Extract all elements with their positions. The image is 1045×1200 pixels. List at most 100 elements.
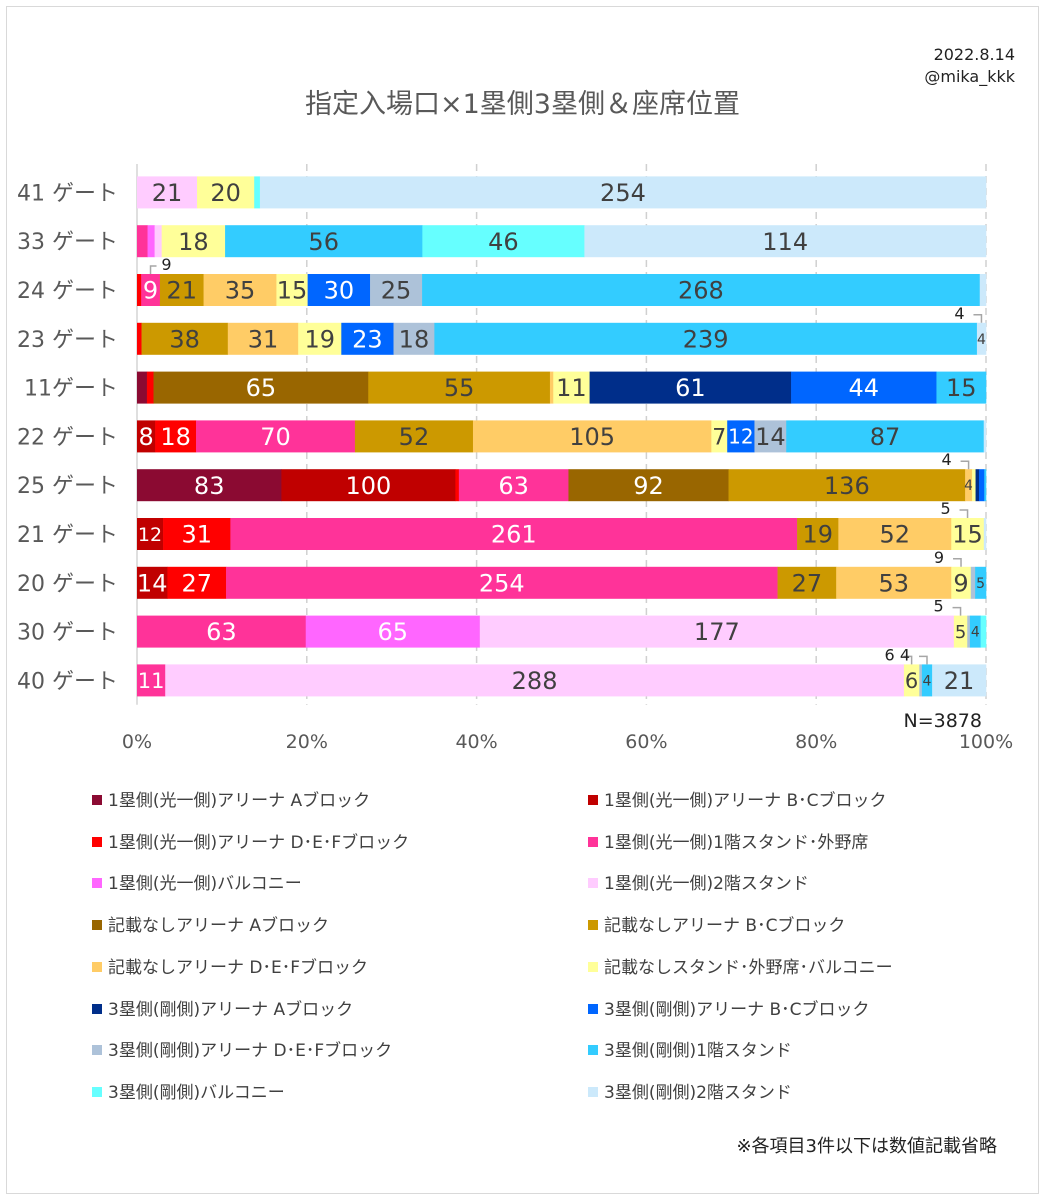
data-label: 4 xyxy=(977,332,986,348)
data-label: 38 xyxy=(169,325,200,353)
bar-segment xyxy=(979,469,985,502)
category-label: 20 ゲート xyxy=(17,572,118,597)
legend-label: 3塁側(剛側)アリーナ Aブロック xyxy=(108,999,354,1020)
data-label: 12 xyxy=(138,524,162,546)
legend-label: 1塁側(光一側)バルコニー xyxy=(108,874,302,895)
bar-segment xyxy=(953,615,968,648)
date-stamp: 2022.8.14 @mika_kkk xyxy=(924,44,1015,88)
data-label: 7 xyxy=(712,425,726,450)
callout-leader xyxy=(960,460,970,470)
category-label: 11ゲート xyxy=(24,377,118,402)
bar-segment xyxy=(230,518,798,550)
callout-label: 5 xyxy=(940,499,950,518)
callout-label: 5 xyxy=(933,597,943,616)
bar-segment xyxy=(354,420,474,453)
data-label: 63 xyxy=(498,472,529,500)
data-label: 100 xyxy=(345,472,391,500)
footnote: ※各項目3件以下は数値記載省略 xyxy=(736,1136,997,1157)
bar-segment xyxy=(137,176,198,209)
bar-segment xyxy=(838,518,952,550)
data-label: 65 xyxy=(246,374,277,402)
legend-label: 3塁側(剛側)2階スタンド xyxy=(604,1082,792,1103)
data-label: 254 xyxy=(479,569,525,597)
legend-swatch xyxy=(588,795,598,805)
bar-segment xyxy=(919,664,923,697)
bar-segment xyxy=(137,664,166,697)
legend-label: 3塁側(剛側)アリーナ D･E･Fブロック xyxy=(108,1041,393,1062)
bar-segment xyxy=(281,469,456,502)
data-label: 18 xyxy=(399,325,430,353)
data-label: 61 xyxy=(675,374,706,402)
bar-segment xyxy=(791,371,937,404)
bar-segment xyxy=(568,469,729,502)
bar-segment xyxy=(146,371,154,404)
callout-label: 6 xyxy=(885,645,895,664)
bar-segment xyxy=(141,322,229,355)
legend-label: 1塁側(光一側)2階スタンド xyxy=(604,874,809,895)
x-tick-label: 40% xyxy=(455,731,497,753)
bar-segment xyxy=(422,274,981,306)
data-label: 11 xyxy=(556,374,587,402)
bar-segment xyxy=(553,371,590,404)
legend-label: 1塁側(光一側)アリーナ Aブロック xyxy=(108,791,371,811)
data-label: 4 xyxy=(964,478,973,494)
data-label: 20 xyxy=(210,179,241,207)
bar-segment xyxy=(203,274,277,306)
legend-item: 3塁側(剛側)2階スタンド xyxy=(588,1078,792,1103)
bar-segment xyxy=(434,322,978,355)
data-label: 23 xyxy=(352,325,383,353)
bar-segment xyxy=(422,225,585,258)
data-label: 8 xyxy=(138,423,153,451)
data-label: 31 xyxy=(248,325,279,353)
data-label: 15 xyxy=(952,521,983,549)
data-label: 30 xyxy=(324,277,355,305)
bar-segment xyxy=(549,371,554,404)
callout-leader xyxy=(953,558,962,567)
bar-segment xyxy=(137,371,148,404)
data-label: 52 xyxy=(399,423,430,451)
data-label: 25 xyxy=(381,277,412,305)
bar-segment xyxy=(584,225,987,258)
data-label: 15 xyxy=(277,277,308,305)
bar-segment xyxy=(967,615,971,648)
category-label: 33 ゲート xyxy=(17,230,118,255)
legend-item: 1塁側(光一側)2階スタンド xyxy=(588,869,809,894)
bar-segment xyxy=(137,322,142,355)
legend-label: 記載なしスタンド･外野席･バルコニー xyxy=(604,957,893,978)
data-label: 261 xyxy=(491,521,537,549)
author-handle: @mika_kkk xyxy=(924,67,1015,86)
bar-segment xyxy=(341,322,394,355)
data-label: 83 xyxy=(194,472,225,500)
callout-label: 9 xyxy=(161,255,171,274)
x-tick-label: 0% xyxy=(122,731,152,753)
bar-segment xyxy=(298,322,342,355)
legend-item: 記載なしスタンド･外野席･バルコニー xyxy=(588,953,893,978)
legend-swatch xyxy=(92,1003,102,1014)
bar-segment xyxy=(368,371,551,404)
bar-segment xyxy=(165,664,905,697)
legend-item: 3塁側(剛側)アリーナ Aブロック xyxy=(92,995,353,1020)
bar-segment xyxy=(305,615,481,648)
bar-segment xyxy=(903,664,920,697)
data-label: 53 xyxy=(878,569,909,597)
data-label: 27 xyxy=(181,569,212,597)
category-label: 22 ゲート xyxy=(17,425,118,450)
data-label: 55 xyxy=(444,374,475,402)
bar-segment xyxy=(797,518,839,550)
data-label: 52 xyxy=(880,521,911,549)
callout-label: 4 xyxy=(942,450,952,469)
x-tick-label: 100% xyxy=(959,731,1013,753)
data-label: 46 xyxy=(488,228,519,256)
bar-segment xyxy=(159,274,204,306)
data-label: 92 xyxy=(633,472,664,500)
data-label: 27 xyxy=(792,569,823,597)
bar-segment xyxy=(711,420,728,453)
data-label: 239 xyxy=(683,325,729,353)
legend-item: 記載なしアリーナ Aブロック xyxy=(92,911,329,936)
bar-segment xyxy=(777,566,837,599)
legend-swatch xyxy=(588,961,598,972)
bar-segment xyxy=(951,566,972,599)
data-label: 31 xyxy=(181,521,212,549)
category-label: 21 ゲート xyxy=(17,523,118,548)
